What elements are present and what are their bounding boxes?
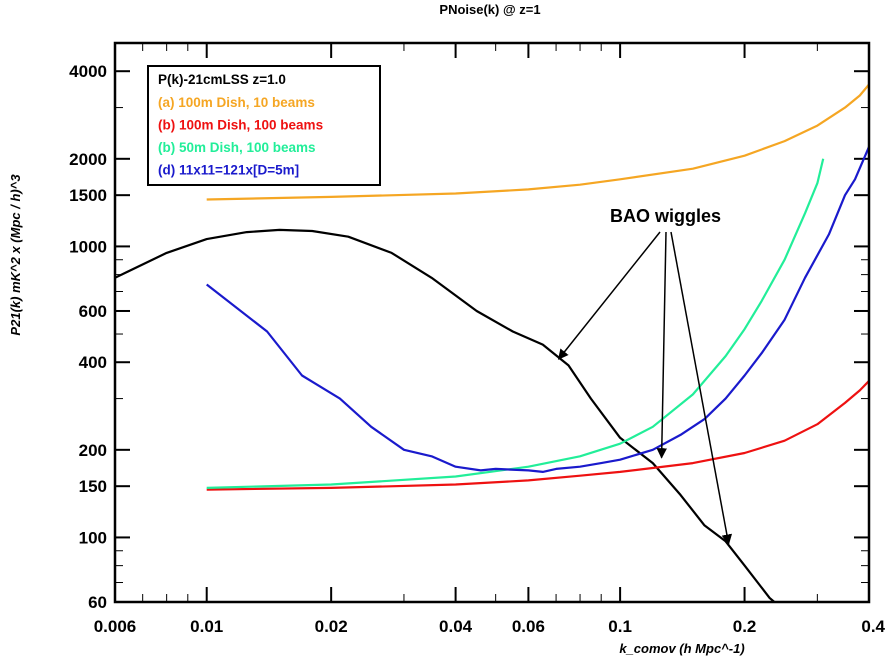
annotation-arrow — [559, 232, 660, 359]
y-axis-label: P21(k) mK^2 x (Mpc / h)^3 — [8, 174, 23, 336]
series-line-2 — [207, 381, 869, 490]
y-tick-label: 1000 — [69, 237, 107, 256]
y-tick-label: 1500 — [69, 186, 107, 205]
y-tick-label: 150 — [79, 477, 107, 496]
legend: P(k)-21cmLSS z=1.0 (a) 100m Dish, 10 bea… — [148, 66, 380, 185]
y-tick-label: 60 — [88, 593, 107, 612]
x-tick-label: 0.04 — [439, 617, 473, 636]
legend-entry: (d) 11x11=121x[D=5m] — [158, 163, 299, 178]
annotation-arrow — [662, 232, 666, 458]
x-tick-label: 0.006 — [94, 617, 137, 636]
series-line-3 — [207, 159, 824, 488]
legend-entry: (b) 100m Dish, 100 beams — [158, 118, 323, 133]
x-axis-label: k_comov (h Mpc^-1) — [619, 641, 744, 656]
series-line-0 — [115, 230, 785, 611]
series-line-4 — [207, 147, 869, 472]
bao-annotation: BAO wiggles — [559, 206, 729, 544]
x-tick-label: 0.4 — [861, 617, 885, 636]
annotation-arrow — [671, 232, 729, 544]
y-tick-label: 2000 — [69, 150, 107, 169]
y-tick-label: 4000 — [69, 62, 107, 81]
x-tick-label: 0.01 — [190, 617, 223, 636]
x-tick-label: 0.1 — [608, 617, 632, 636]
y-tick-label: 100 — [79, 528, 107, 547]
legend-entry: (a) 100m Dish, 10 beams — [158, 95, 315, 110]
y-tick-label: 600 — [79, 302, 107, 321]
chart-title: PNoise(k) @ z=1 — [439, 2, 540, 17]
x-tick-label: 0.02 — [315, 617, 348, 636]
legend-entry: (b) 50m Dish, 100 beams — [158, 140, 316, 155]
x-tick-label: 0.06 — [512, 617, 545, 636]
x-tick-label: 0.2 — [733, 617, 757, 636]
legend-title: P(k)-21cmLSS z=1.0 — [158, 72, 286, 87]
y-tick-label: 200 — [79, 441, 107, 460]
annotation-label: BAO wiggles — [610, 206, 721, 226]
y-tick-label: 400 — [79, 353, 107, 372]
